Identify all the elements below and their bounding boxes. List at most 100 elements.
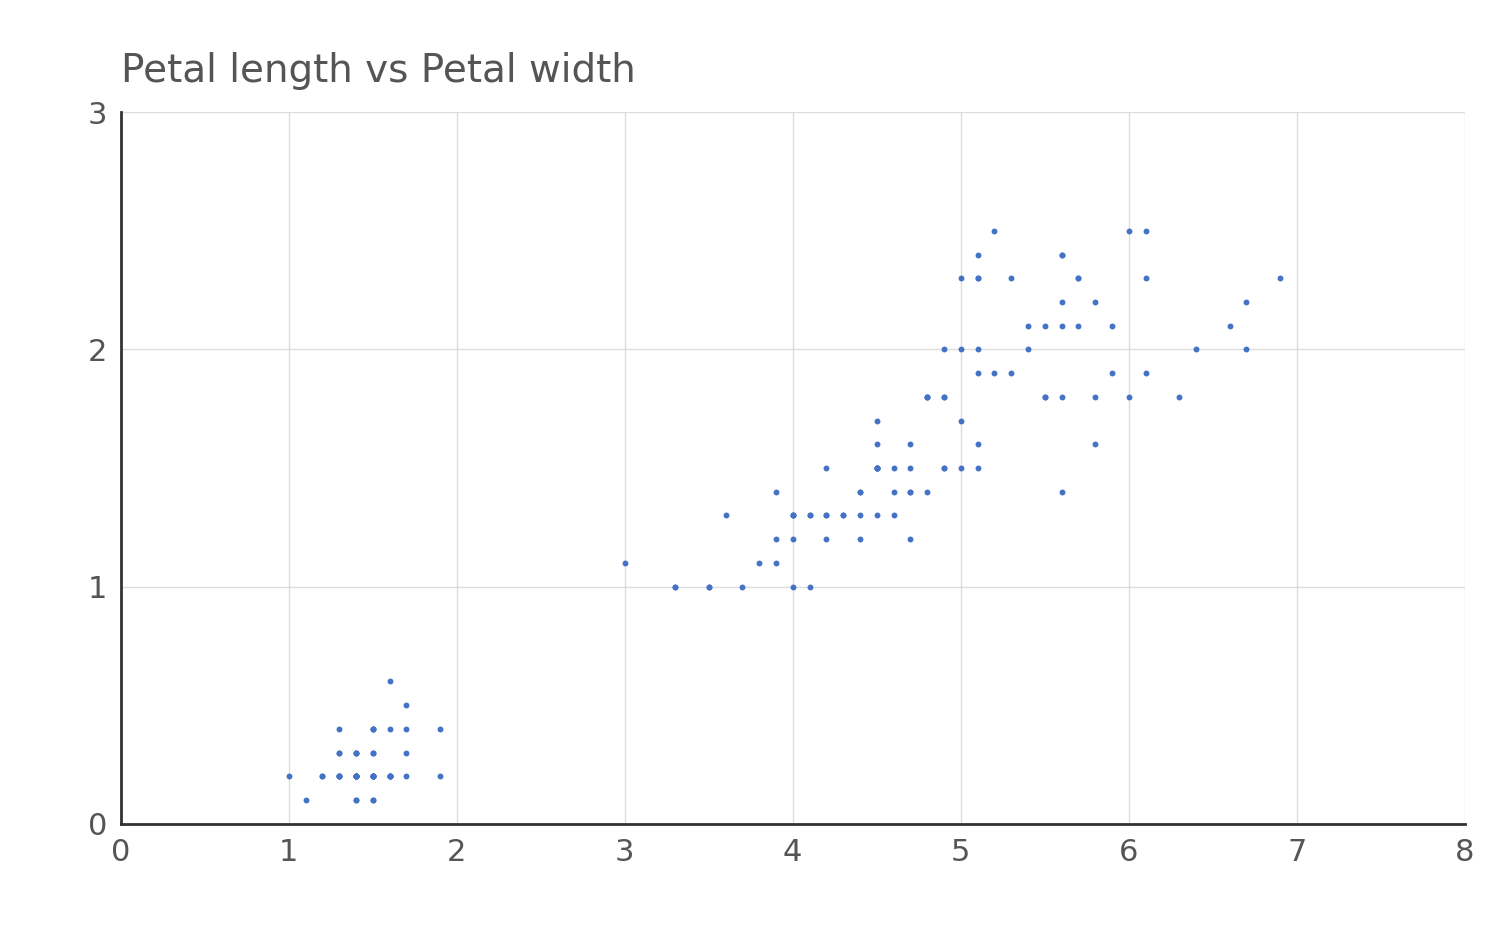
Point [882, 508, 906, 523]
Point [276, 768, 300, 783]
Point [1049, 247, 1074, 262]
Point [849, 532, 873, 547]
Point [965, 247, 989, 262]
Point [831, 508, 855, 523]
Point [781, 508, 805, 523]
Point [344, 745, 368, 760]
Point [361, 768, 385, 783]
Point [361, 722, 385, 737]
Point [1049, 389, 1074, 404]
Point [865, 461, 889, 475]
Point [1099, 318, 1123, 333]
Point [361, 745, 385, 760]
Point [1049, 295, 1074, 310]
Point [932, 461, 956, 475]
Point [965, 366, 989, 381]
Point [361, 768, 385, 783]
Point [1083, 295, 1107, 310]
Point [378, 768, 402, 783]
Point [293, 793, 317, 808]
Point [1066, 271, 1090, 285]
Point [328, 722, 352, 737]
Point [965, 342, 989, 357]
Point [663, 579, 687, 594]
Point [1234, 342, 1258, 357]
Point [361, 793, 385, 808]
Point [797, 508, 821, 523]
Point [394, 722, 418, 737]
Point [1167, 389, 1191, 404]
Point [328, 768, 352, 783]
Point [865, 508, 889, 523]
Point [696, 579, 720, 594]
Point [663, 579, 687, 594]
Point [394, 745, 418, 760]
Point [613, 555, 637, 570]
Point [781, 508, 805, 523]
Point [898, 437, 923, 452]
Point [898, 532, 923, 547]
Point [915, 484, 939, 499]
Point [361, 768, 385, 783]
Point [311, 768, 335, 783]
Point [361, 745, 385, 760]
Point [344, 768, 368, 783]
Point [781, 508, 805, 523]
Point [344, 768, 368, 783]
Text: Petal length vs Petal width: Petal length vs Petal width [121, 51, 636, 90]
Point [1134, 366, 1158, 381]
Point [1217, 318, 1241, 333]
Point [948, 342, 972, 357]
Point [1117, 224, 1142, 239]
Point [898, 484, 923, 499]
Point [378, 768, 402, 783]
Point [1016, 318, 1040, 333]
Point [344, 793, 368, 808]
Point [965, 271, 989, 285]
Point [328, 745, 352, 760]
Point [378, 768, 402, 783]
Point [1099, 366, 1123, 381]
Point [328, 768, 352, 783]
Point [865, 413, 889, 428]
Point [344, 745, 368, 760]
Point [948, 461, 972, 475]
Point [932, 389, 956, 404]
Point [394, 697, 418, 712]
Point [898, 484, 923, 499]
Point [982, 366, 1006, 381]
Point [965, 271, 989, 285]
Point [344, 793, 368, 808]
Point [731, 579, 755, 594]
Point [344, 745, 368, 760]
Point [764, 484, 788, 499]
Point [427, 768, 451, 783]
Point [328, 768, 352, 783]
Point [344, 768, 368, 783]
Point [831, 508, 855, 523]
Point [849, 484, 873, 499]
Point [1234, 295, 1258, 310]
Point [814, 532, 838, 547]
Point [344, 768, 368, 783]
Point [1268, 271, 1293, 285]
Point [344, 768, 368, 783]
Point [865, 461, 889, 475]
Point [1134, 271, 1158, 285]
Point [965, 437, 989, 452]
Point [311, 768, 335, 783]
Point [1083, 389, 1107, 404]
Point [394, 768, 418, 783]
Point [344, 768, 368, 783]
Point [1016, 342, 1040, 357]
Point [865, 461, 889, 475]
Point [378, 674, 402, 689]
Point [1033, 318, 1057, 333]
Point [361, 768, 385, 783]
Point [865, 461, 889, 475]
Point [344, 768, 368, 783]
Point [1000, 271, 1024, 285]
Point [915, 389, 939, 404]
Point [361, 722, 385, 737]
Point [764, 555, 788, 570]
